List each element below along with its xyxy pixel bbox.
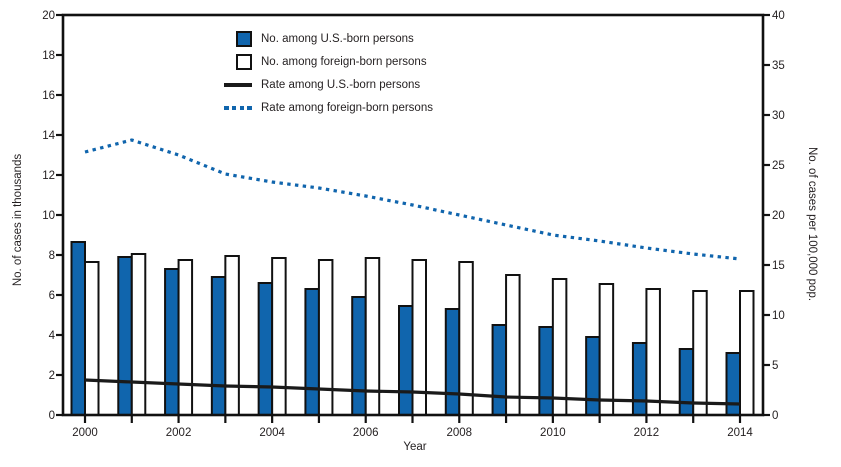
svg-text:2014: 2014 [727,427,753,439]
svg-text:14: 14 [42,130,55,142]
us-born-bar-swatch-icon [224,30,252,47]
legend-label: Rate among U.S.-born persons [261,78,421,91]
legend-item-foreign-born-cases: No. among foreign-born persons [224,50,433,73]
legend-item-us-born-cases: No. among U.S.-born persons [224,27,433,50]
chart-legend: No. among U.S.-born persons No. among fo… [224,27,433,119]
us-born-rate-line-swatch-icon [224,82,252,87]
svg-text:35: 35 [772,60,785,72]
svg-text:2006: 2006 [353,427,379,439]
svg-text:5: 5 [772,360,778,372]
svg-text:25: 25 [772,160,785,172]
svg-text:6: 6 [49,290,55,302]
svg-text:20: 20 [772,210,785,222]
svg-text:16: 16 [42,90,55,102]
svg-text:40: 40 [772,10,785,22]
svg-text:2000: 2000 [72,427,98,439]
svg-text:2002: 2002 [166,427,192,439]
foreign-born-rate-dotted-swatch-icon [224,105,252,110]
svg-text:10: 10 [772,310,785,322]
foreign-born-bar-swatch-icon [224,53,252,70]
legend-label: No. among foreign-born persons [261,55,427,68]
svg-text:18: 18 [42,50,55,62]
svg-text:2: 2 [49,370,55,382]
svg-text:12: 12 [42,170,55,182]
svg-text:4: 4 [49,330,56,342]
svg-text:2010: 2010 [540,427,566,439]
svg-text:0: 0 [49,410,55,422]
legend-item-us-born-rate: Rate among U.S.-born persons [224,73,433,96]
x-axis-title: Year [403,441,427,453]
svg-text:2012: 2012 [634,427,660,439]
svg-text:2004: 2004 [259,427,285,439]
svg-text:20: 20 [42,10,55,22]
legend-label: Rate among foreign-born persons [261,101,433,114]
svg-text:10: 10 [42,210,55,222]
svg-text:15: 15 [772,260,785,272]
svg-text:8: 8 [49,250,55,262]
svg-text:30: 30 [772,110,785,122]
svg-text:2008: 2008 [446,427,472,439]
left-y-axis-title: No. of cases in thousands [12,153,24,287]
right-y-axis-title: No. of cases per 100,000 pop. [806,146,818,302]
legend-item-foreign-born-rate: Rate among foreign-born persons [224,96,433,119]
legend-label: No. among U.S.-born persons [261,32,414,45]
svg-text:0: 0 [772,410,778,422]
